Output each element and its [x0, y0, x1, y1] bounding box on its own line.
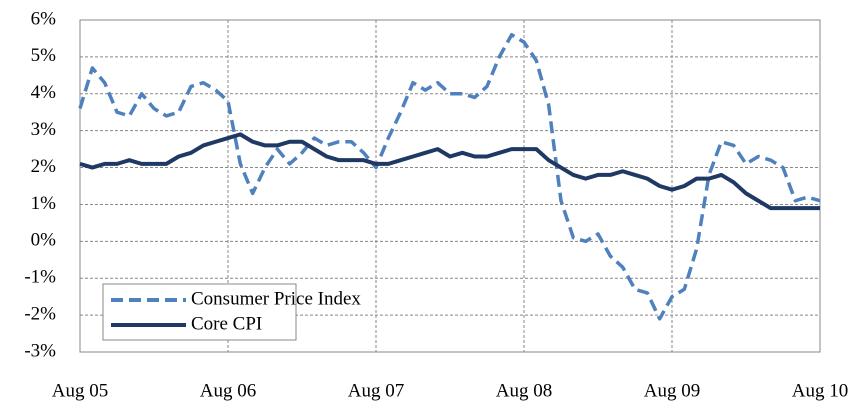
y-tick-label: -1%: [24, 267, 56, 288]
y-tick-label: 0%: [31, 230, 57, 251]
y-tick-label: 3%: [31, 119, 57, 140]
y-tick-label: -3%: [24, 340, 56, 361]
x-tick-label: Aug 09: [644, 380, 700, 401]
y-tick-label: 6%: [31, 8, 57, 29]
x-tick-label: Aug 08: [496, 380, 552, 401]
legend-label: Consumer Price Index: [191, 288, 361, 309]
line-series: [79, 132, 820, 211]
y-tick-label: -2%: [24, 303, 56, 324]
x-tick-label: Aug 10: [792, 380, 848, 401]
y-tick-label: 2%: [31, 156, 57, 177]
y-tick-label: 4%: [31, 82, 57, 103]
legend: Consumer Price Index Core CPI: [102, 283, 361, 341]
line-series: [78, 33, 821, 321]
x-tick-label: Aug 06: [200, 380, 256, 401]
y-tick-label: 5%: [31, 45, 57, 66]
legend-box: [102, 283, 297, 341]
y-tick-label: 1%: [31, 193, 57, 214]
x-tick-label: Aug 07: [348, 380, 404, 401]
plot-border: [79, 19, 821, 353]
x-tick-label: Aug 05: [52, 380, 108, 401]
legend-label: Core CPI: [191, 313, 262, 334]
